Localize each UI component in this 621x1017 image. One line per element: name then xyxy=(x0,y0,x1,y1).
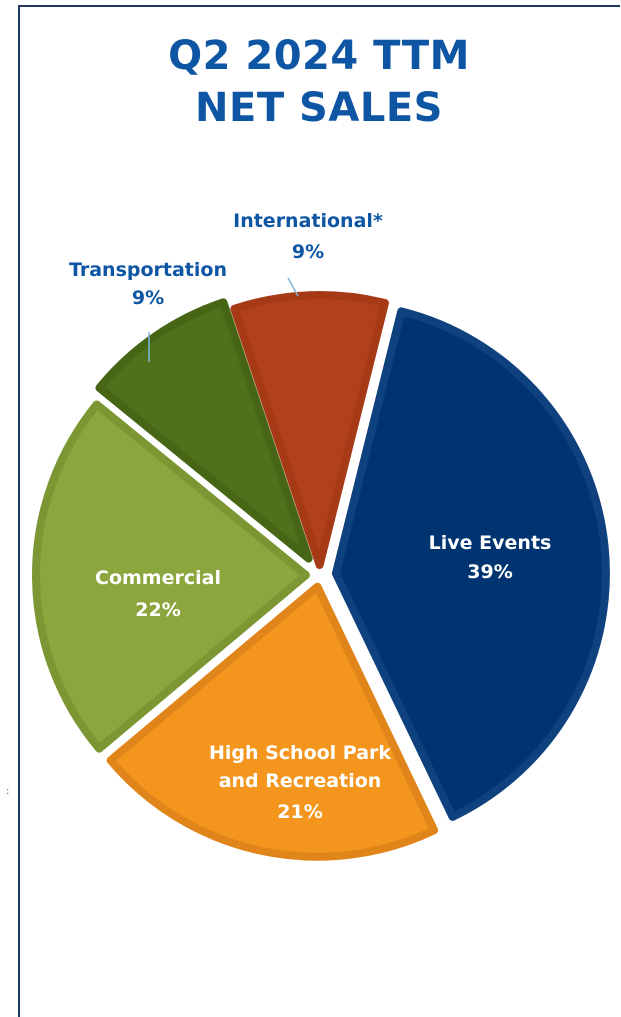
slice-value-high-school-park-and-recreation: 21% xyxy=(277,801,322,823)
chart-title: Q2 2024 TTM NET SALES xyxy=(18,30,620,134)
slice-label-live-events: Live Events xyxy=(429,532,552,554)
chart-title-line-1: Q2 2024 TTM xyxy=(168,33,470,79)
slice-label-international: International* xyxy=(233,210,383,232)
chart-title-line-2: NET SALES xyxy=(195,85,443,131)
pie-slice-high-school-park-and-recreation xyxy=(106,582,439,861)
slice-value-transportation: 9% xyxy=(132,287,164,309)
slice-label-transportation: Transportation xyxy=(69,259,227,281)
slice-value-live-events: 39% xyxy=(467,561,512,583)
chart-panel xyxy=(18,5,620,1017)
leader-line-international xyxy=(287,277,299,297)
pie-slice-live-events xyxy=(331,307,610,821)
slice-label-high-school-park-and-recreation: High School Park xyxy=(209,742,391,764)
slice-value-international: 9% xyxy=(292,241,324,263)
edge-mark: : xyxy=(6,786,10,797)
slice-value-commercial: 22% xyxy=(135,599,180,621)
pie-slice-commercial xyxy=(32,400,310,753)
slice-label-commercial: Commercial xyxy=(95,567,221,589)
pie-slice-international xyxy=(230,291,389,570)
slice-label-high-school-park-and-recreation: and Recreation xyxy=(219,770,382,792)
pie-slice-transportation xyxy=(95,298,313,563)
